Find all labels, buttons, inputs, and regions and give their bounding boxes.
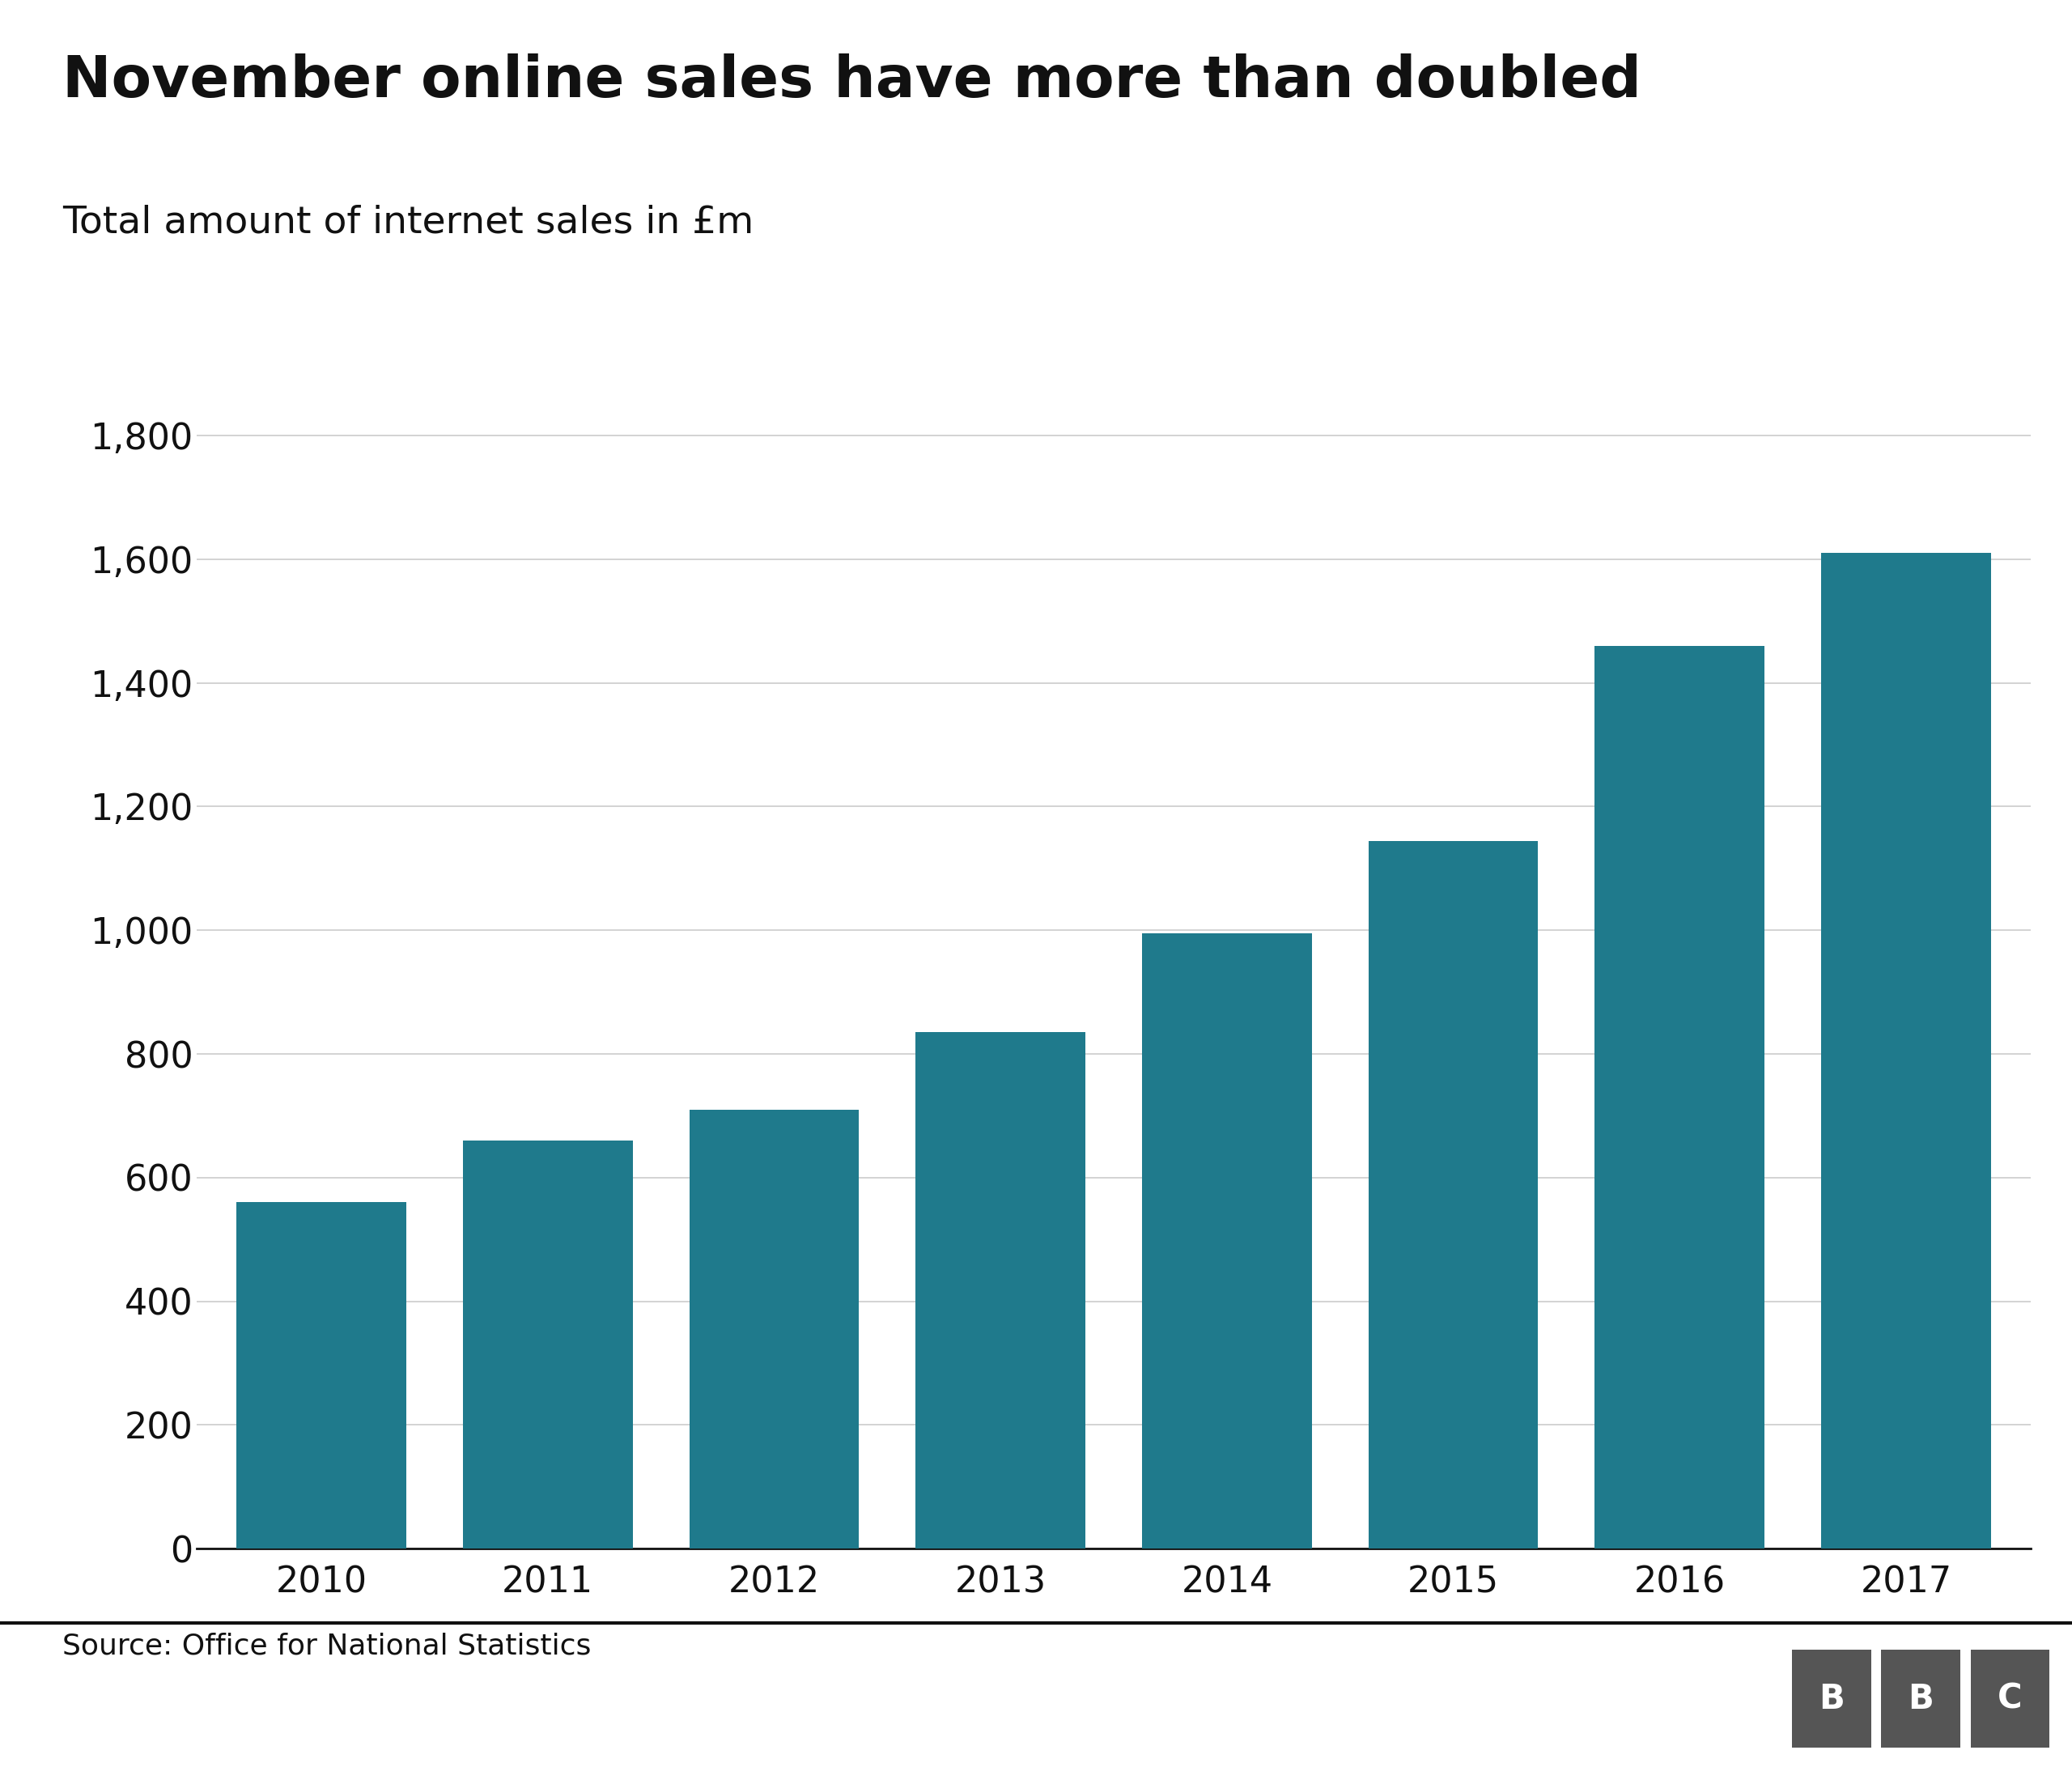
Bar (1368, 840, 1537, 1549)
Bar (462, 1141, 632, 1549)
Bar (690, 1109, 860, 1549)
Text: B: B (1819, 1682, 1844, 1716)
Bar (236, 1202, 406, 1549)
Text: C: C (1997, 1682, 2022, 1716)
Text: November online sales have more than doubled: November online sales have more than dou… (62, 53, 1641, 109)
Bar (916, 1032, 1086, 1549)
Text: Source: Office for National Statistics: Source: Office for National Statistics (62, 1632, 591, 1659)
Bar (1142, 933, 1312, 1549)
Bar (1821, 554, 1991, 1549)
Bar (1595, 646, 1765, 1549)
Text: Total amount of internet sales in £m: Total amount of internet sales in £m (62, 205, 754, 240)
Text: B: B (1908, 1682, 1933, 1716)
